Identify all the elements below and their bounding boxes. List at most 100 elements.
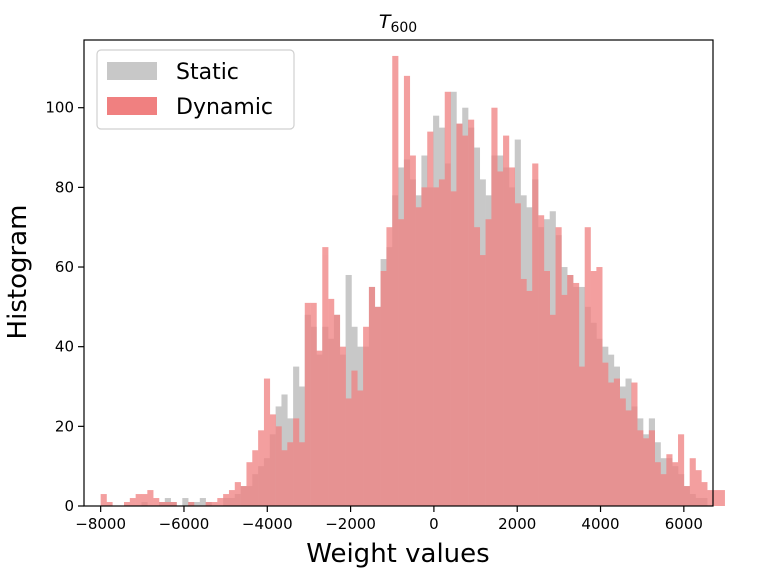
bar-dynamic-23 — [234, 482, 241, 506]
bar-dynamic-91 — [631, 382, 638, 506]
series-dynamic-bars — [100, 55, 725, 507]
x-tick-label-2: −4000 — [242, 515, 293, 533]
bar-dynamic-68 — [497, 171, 504, 506]
legend-label-dynamic: Dynamic — [176, 95, 273, 120]
bar-dynamic-47 — [374, 306, 381, 506]
bar-dynamic-51 — [398, 219, 405, 507]
x-tick-label-6: 4000 — [581, 515, 619, 533]
legend-swatch-static — [107, 62, 157, 80]
bar-dynamic-75 — [538, 215, 545, 506]
bar-dynamic-21 — [223, 494, 230, 506]
bar-dynamic-78 — [555, 227, 562, 506]
x-tick-label-7: 6000 — [665, 515, 703, 533]
x-tick-label-1: −6000 — [159, 515, 210, 533]
bar-dynamic-80 — [567, 274, 574, 506]
bar-dynamic-50 — [392, 55, 399, 507]
bar-dynamic-0 — [100, 494, 107, 506]
bar-dynamic-24 — [240, 486, 247, 506]
bar-dynamic-18 — [205, 502, 212, 506]
chart-title: T600 — [379, 11, 417, 36]
bar-dynamic-37 — [316, 350, 323, 506]
bar-dynamic-41 — [339, 346, 346, 506]
bar-dynamic-36 — [310, 302, 317, 506]
x-tick-label-4: 0 — [429, 515, 439, 533]
bar-dynamic-66 — [485, 219, 492, 507]
bar-dynamic-35 — [304, 302, 311, 506]
y-tick-label-0: 0 — [64, 497, 74, 515]
bar-dynamic-33 — [293, 418, 300, 506]
bar-dynamic-6 — [135, 494, 142, 506]
bar-static-16 — [193, 502, 201, 506]
legend: Static Dynamic — [96, 49, 295, 130]
bar-dynamic-74 — [532, 163, 539, 506]
bar-dynamic-96 — [660, 474, 667, 506]
bar-dynamic-82 — [578, 366, 585, 506]
bar-dynamic-100 — [683, 486, 690, 506]
bar-dynamic-90 — [625, 410, 632, 506]
bar-dynamic-52 — [403, 75, 411, 506]
bar-dynamic-103 — [701, 482, 708, 506]
bar-dynamic-26 — [252, 450, 259, 506]
bar-dynamic-4 — [123, 502, 131, 506]
y-tick-label-3: 60 — [55, 258, 74, 276]
bar-dynamic-88 — [613, 378, 620, 506]
bar-dynamic-102 — [695, 470, 702, 506]
bar-dynamic-32 — [287, 442, 294, 506]
plot-area-frame — [83, 39, 714, 507]
bar-dynamic-62 — [462, 135, 469, 506]
bar-dynamic-55 — [421, 187, 428, 506]
bar-dynamic-44 — [357, 390, 364, 506]
legend-label-static: Static — [176, 60, 239, 85]
bar-static-42 — [345, 274, 352, 506]
bar-dynamic-7 — [141, 494, 148, 506]
bar-dynamic-83 — [584, 227, 591, 506]
y-tick-label-4: 80 — [55, 178, 74, 196]
bar-dynamic-92 — [637, 430, 644, 506]
bar-dynamic-19 — [211, 502, 218, 506]
bar-dynamic-104 — [707, 490, 714, 506]
bar-dynamic-71 — [514, 203, 521, 507]
bar-dynamic-61 — [456, 123, 463, 506]
bar-dynamic-1 — [106, 502, 113, 506]
bar-dynamic-45 — [363, 326, 370, 506]
bar-dynamic-40 — [333, 314, 341, 506]
bar-static-11 — [164, 498, 171, 506]
bar-dynamic-15 — [188, 502, 195, 506]
bar-dynamic-59 — [444, 91, 451, 506]
bar-dynamic-30 — [275, 426, 282, 506]
bar-dynamic-27 — [258, 430, 265, 506]
bar-dynamic-89 — [619, 398, 626, 506]
bar-dynamic-49 — [386, 227, 393, 506]
bar-dynamic-98 — [672, 462, 679, 506]
bar-dynamic-29 — [269, 414, 276, 506]
bar-dynamic-42 — [345, 398, 352, 506]
bar-dynamic-76 — [543, 271, 551, 506]
bar-dynamic-97 — [666, 454, 673, 506]
bar-dynamic-22 — [228, 490, 236, 506]
y-tick-label-5: 100 — [45, 99, 74, 117]
bar-dynamic-73 — [526, 290, 533, 506]
bar-dynamic-86 — [602, 362, 609, 506]
bar-dynamic-94 — [648, 430, 655, 506]
legend-swatch-dynamic — [107, 97, 157, 115]
bar-dynamic-77 — [549, 314, 556, 506]
bar-dynamic-38 — [322, 247, 329, 507]
bar-dynamic-81 — [573, 282, 580, 506]
y-tick-label-2: 40 — [55, 338, 74, 356]
bar-dynamic-63 — [468, 119, 475, 506]
bar-dynamic-58 — [438, 179, 446, 506]
y-tick-label-1: 20 — [55, 417, 74, 435]
bar-dynamic-65 — [479, 255, 486, 506]
bar-dynamic-84 — [590, 271, 597, 506]
bar-dynamic-105 — [713, 490, 720, 506]
bar-dynamic-60 — [450, 191, 457, 506]
chart-title-subscript: 600 — [390, 20, 417, 36]
bar-dynamic-34 — [298, 442, 306, 506]
bar-static-14 — [182, 498, 189, 506]
bar-dynamic-95 — [654, 462, 661, 506]
bar-dynamic-72 — [520, 278, 527, 506]
bar-dynamic-53 — [409, 155, 416, 506]
chart-title-main: T — [379, 11, 392, 33]
bar-dynamic-93 — [643, 438, 650, 506]
